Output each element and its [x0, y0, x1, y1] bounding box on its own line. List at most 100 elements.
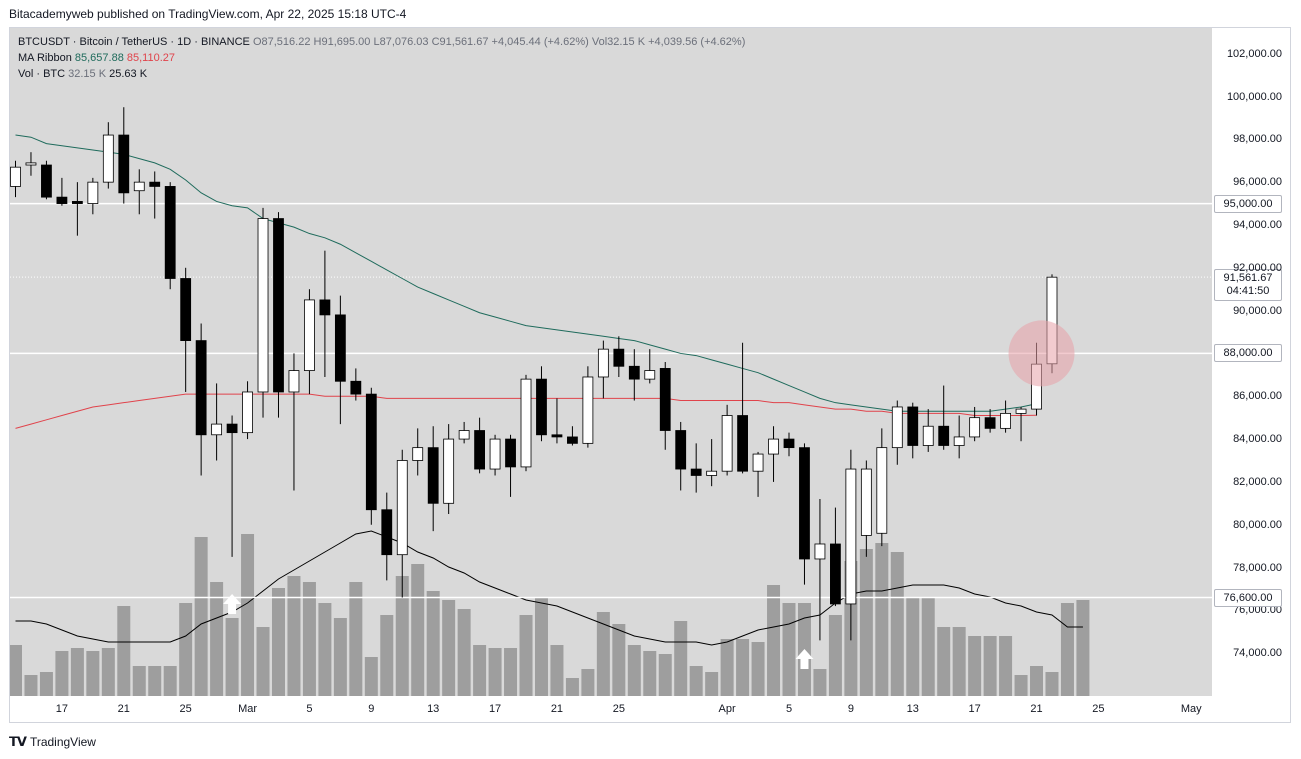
volume-bar	[875, 543, 889, 696]
volume-bar	[581, 669, 595, 696]
bearish-candle	[41, 164, 52, 198]
price-tick-label: 86,000.00	[1233, 390, 1282, 403]
legend-vol-change: +4,039.56 (+4.62%)	[648, 36, 746, 48]
chart-legend: BTCUSDT · Bitcoin / TetherUS · 1D · BINA…	[18, 34, 745, 82]
time-tick-label: 21	[117, 703, 130, 715]
legend-symbol[interactable]: BTCUSDT · Bitcoin / TetherUS · 1D · BINA…	[18, 36, 250, 48]
bullish-candle	[644, 370, 656, 380]
bullish-candle	[1015, 408, 1027, 414]
bearish-candle	[830, 543, 841, 605]
bullish-candle	[458, 430, 470, 440]
bullish-candle	[597, 348, 609, 378]
chart-svg	[10, 107, 1212, 696]
volume-bar	[302, 582, 316, 696]
bullish-candle	[814, 543, 826, 560]
chart-plot-area[interactable]	[10, 28, 1212, 696]
legend-ma-row: MA Ribbon 85,657.88 85,110.27	[18, 50, 745, 66]
bearish-candle	[381, 509, 393, 556]
bullish-candle	[1000, 412, 1011, 429]
bearish-candle	[164, 186, 176, 279]
bearish-candle	[783, 438, 795, 449]
volume-bar	[921, 597, 935, 696]
time-tick-label: 13	[427, 703, 440, 715]
volume-bar	[163, 666, 177, 696]
volume-bar	[1060, 603, 1074, 696]
tradingview-brand: TradingView	[29, 735, 96, 749]
legend-open-label: O	[252, 36, 262, 48]
volume-bar	[736, 639, 750, 696]
volume-bar	[813, 669, 827, 696]
buy-arrow-icon	[795, 649, 814, 669]
price-tick-label: 98,000.00	[1233, 133, 1282, 146]
volume-bar	[426, 591, 440, 696]
volume-bar	[890, 552, 904, 696]
legend-vol-label: Vol	[591, 36, 608, 48]
legend-symbol-row: BTCUSDT · Bitcoin / TetherUS · 1D · BINA…	[18, 34, 745, 50]
bearish-candle	[799, 447, 810, 560]
price-tick-label: 74,000.00	[1233, 647, 1282, 660]
volume-bar	[937, 627, 951, 696]
volume-bar	[380, 615, 394, 696]
volume-bar	[627, 645, 641, 696]
bearish-candle	[56, 196, 68, 204]
legend-low-label: L	[373, 36, 380, 48]
bearish-candle	[118, 134, 130, 194]
volume-bar	[1045, 672, 1059, 696]
bullish-candle	[706, 470, 718, 476]
legend-ma-fast-value: 85,657.88	[74, 52, 124, 64]
price-tick-label: 82,000.00	[1233, 475, 1282, 488]
volume-bar	[689, 666, 703, 696]
price-axis[interactable]: 91,561.67 04:41:50 74,000.00 76,000.00 78,…	[1212, 28, 1290, 696]
volume-bar	[720, 639, 734, 696]
volume-bar	[859, 549, 873, 696]
volume-bar	[225, 618, 239, 696]
bearish-candle	[226, 423, 238, 434]
highlight-circle	[1008, 320, 1075, 387]
legend-change: +4,045.44 (+4.62%)	[491, 36, 589, 48]
bullish-candle	[87, 181, 99, 204]
legend-open-value: 87,516.22	[261, 36, 311, 48]
bullish-candle	[133, 181, 145, 192]
volume-bar	[117, 606, 131, 696]
legend-volume-ma-value: 25.63 K	[109, 68, 148, 80]
bearish-candle	[273, 218, 284, 393]
price-tick-label: 92,000.00	[1233, 261, 1282, 274]
volume-bar	[534, 597, 548, 696]
bullish-candle	[891, 406, 903, 449]
volume-bar	[457, 609, 471, 696]
time-tick-label: Mar	[238, 703, 258, 715]
volume-bar	[194, 537, 208, 696]
bullish-candle	[768, 438, 779, 455]
legend-close-value: 91,561.67	[439, 36, 489, 48]
time-axis[interactable]: 17 21 25 Mar 5 9 13 17 21 25 Apr 5 9 13 17 21 25 May	[10, 696, 1212, 722]
volume-bar	[148, 666, 162, 696]
legend-volume-label[interactable]: Vol · BTC	[18, 68, 66, 80]
volume-bar	[39, 672, 53, 696]
price-tick-label: 94,000.00	[1233, 218, 1282, 231]
volume-bar	[565, 678, 579, 696]
time-tick-label: 5	[306, 703, 313, 715]
bearish-candle	[613, 348, 625, 367]
bearish-candle	[334, 314, 346, 382]
bullish-candle	[10, 166, 21, 187]
volume-bar	[968, 636, 982, 696]
volume-bar	[132, 666, 146, 696]
legend-low-value: 87,076.03	[379, 36, 429, 48]
bearish-candle	[319, 299, 331, 316]
volume-bar	[1076, 600, 1090, 696]
volume-bar	[782, 603, 796, 696]
price-tick-label: 80,000.00	[1233, 518, 1282, 531]
bearish-candle	[675, 430, 687, 470]
volume-bar	[751, 642, 765, 696]
tradingview-logo[interactable]: 𝗧𝗩 TradingView	[9, 734, 96, 750]
legend-ma-label[interactable]: MA Ribbon	[18, 52, 72, 64]
bearish-candle	[474, 430, 486, 470]
volume-bar	[10, 645, 22, 696]
price-tick-label: 102,000.00	[1226, 47, 1282, 60]
bearish-candle	[180, 278, 192, 341]
legend-close-label: C	[431, 36, 440, 48]
legend-high-value: 91,695.00	[321, 36, 371, 48]
bearish-candle	[149, 181, 161, 187]
time-tick-label: 17	[968, 703, 981, 715]
bearish-candle	[551, 434, 563, 438]
